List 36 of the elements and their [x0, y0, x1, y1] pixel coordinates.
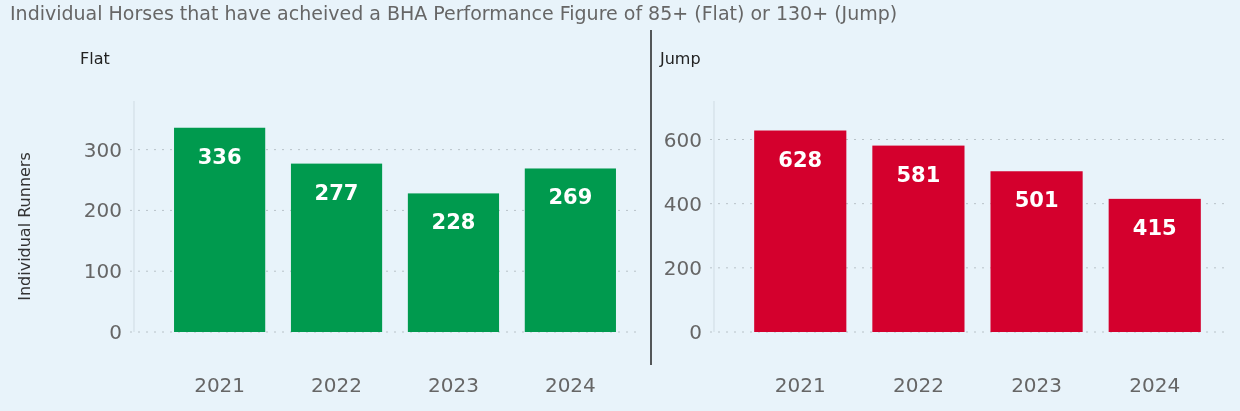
bar [990, 171, 1083, 332]
bar [754, 130, 847, 332]
chart-title: Individual Horses that have acheived a BHA Performance Figure of 85+ (Flat) or 130+ (Jump) [10, 2, 898, 24]
y-tick-label: 0 [689, 320, 702, 344]
bar [524, 168, 616, 332]
y-tick-label: 600 [663, 127, 702, 152]
y-tick-label: 300 [83, 137, 122, 162]
data-label: 501 [1014, 188, 1059, 213]
x-tick-label: 2022 [311, 373, 362, 397]
data-label: 269 [548, 185, 593, 210]
data-label: 277 [314, 180, 359, 205]
y-tick-label: 100 [83, 259, 122, 284]
x-tick-label: 2021 [774, 373, 826, 397]
x-tick-label: 2024 [544, 373, 596, 397]
y-tick-label: 400 [663, 191, 702, 216]
y-tick-label: 200 [83, 198, 122, 223]
data-label: 336 [197, 144, 242, 169]
data-label: 581 [896, 162, 941, 187]
bar [407, 193, 500, 332]
chart-subtitle: Flat [80, 49, 110, 68]
bar [290, 163, 383, 332]
bar [872, 145, 965, 332]
bar [1108, 198, 1201, 332]
x-tick-label: 2023 [1011, 373, 1063, 397]
data-label: 628 [778, 147, 823, 172]
x-tick-label: 2023 [428, 373, 479, 397]
y-tick-label: 200 [663, 255, 702, 280]
data-label: 415 [1132, 215, 1177, 240]
bar [174, 127, 266, 332]
x-tick-label: 2024 [1129, 373, 1181, 397]
x-tick-label: 2022 [892, 373, 944, 397]
chart-subtitle: Jump [659, 49, 701, 68]
x-tick-label: 2021 [194, 373, 246, 397]
y-tick-label: 0 [109, 320, 122, 344]
y-axis-title: Individual Runners [15, 152, 34, 301]
data-label: 228 [431, 210, 476, 235]
